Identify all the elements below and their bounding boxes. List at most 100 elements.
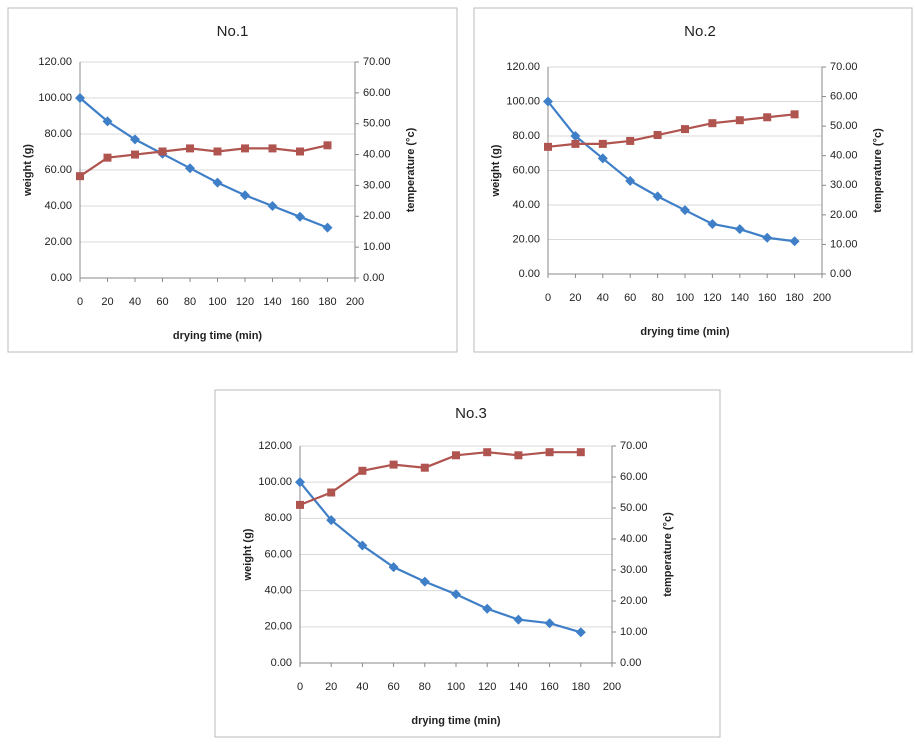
x-tick-label: 20 — [101, 296, 113, 308]
marker — [598, 139, 607, 148]
marker — [652, 191, 663, 202]
y2-axis-title: temperature (°c) — [872, 128, 884, 213]
marker — [452, 451, 460, 460]
y2-tick-label: 0.00 — [363, 272, 384, 284]
marker — [75, 93, 85, 103]
marker — [708, 119, 717, 128]
y2-tick-label: 60.00 — [363, 87, 391, 99]
x-tick-label: 160 — [540, 681, 558, 693]
marker — [103, 153, 112, 162]
marker — [545, 448, 554, 457]
y2-tick-label: 20.00 — [830, 209, 858, 221]
chart-frame — [214, 389, 721, 738]
y-tick-label: 120.00 — [258, 440, 292, 452]
y-tick-label: 60.00 — [44, 164, 72, 176]
y-tick-label: 0.00 — [519, 268, 540, 280]
x-tick-label: 100 — [208, 296, 226, 308]
marker — [543, 96, 553, 107]
marker — [268, 144, 277, 153]
marker — [296, 500, 304, 509]
series-line — [299, 451, 581, 506]
x-tick-label: 40 — [356, 681, 368, 693]
chart-frame — [473, 7, 913, 353]
marker — [735, 116, 744, 125]
marker — [734, 224, 745, 235]
y-tick-label: 40.00 — [264, 585, 292, 597]
y2-tick-label: 70.00 — [620, 440, 648, 452]
series-line — [547, 113, 795, 148]
y-axis-title: weight (g) — [490, 144, 502, 197]
y2-tick-label: 40.00 — [830, 150, 858, 162]
marker — [186, 144, 194, 153]
x-tick-label: 100 — [676, 292, 694, 304]
marker — [326, 515, 337, 526]
marker — [597, 153, 608, 164]
x-tick-label: 180 — [572, 681, 590, 693]
marker — [514, 451, 523, 460]
y2-tick-label: 20.00 — [620, 595, 648, 607]
x-tick-label: 40 — [129, 296, 141, 308]
marker — [130, 134, 140, 145]
y-tick-label: 20.00 — [264, 621, 292, 633]
x-tick-label: 120 — [703, 292, 721, 304]
x-tick-label: 0 — [297, 681, 303, 693]
marker — [267, 201, 278, 211]
marker — [451, 589, 461, 600]
y-tick-label: 0.00 — [271, 657, 292, 669]
y2-tick-label: 0.00 — [830, 268, 851, 280]
y-tick-label: 60.00 — [264, 548, 292, 560]
x-tick-label: 160 — [291, 296, 309, 308]
marker — [185, 163, 195, 174]
y2-tick-label: 30.00 — [830, 179, 858, 191]
y-tick-label: 80.00 — [44, 128, 72, 140]
marker — [571, 139, 580, 148]
series-line — [299, 481, 582, 634]
x-tick-label: 180 — [318, 296, 336, 308]
marker — [544, 142, 552, 151]
marker — [358, 466, 367, 475]
y-tick-label: 80.00 — [264, 512, 292, 524]
marker — [158, 147, 167, 156]
y2-tick-label: 70.00 — [830, 61, 858, 73]
y2-tick-label: 50.00 — [620, 502, 648, 514]
marker — [389, 460, 398, 469]
marker — [295, 211, 305, 222]
y2-tick-label: 10.00 — [830, 238, 858, 250]
chart: No.3 0.00 20.00 40.00 60.00 80.00 100.00 120.00… — [214, 389, 721, 738]
y-tick-label: 40.00 — [512, 199, 540, 211]
marker — [296, 147, 304, 156]
marker — [681, 125, 689, 134]
marker — [544, 618, 555, 629]
marker — [707, 218, 718, 229]
marker — [388, 562, 399, 573]
y2-axis-title: temperature (°c) — [662, 512, 674, 597]
marker — [576, 448, 585, 457]
y2-tick-label: 50.00 — [363, 118, 391, 130]
x-tick-label: 200 — [346, 296, 364, 308]
marker — [482, 603, 493, 614]
marker — [76, 172, 84, 181]
x-tick-label: 80 — [184, 296, 196, 308]
y-tick-label: 120.00 — [38, 56, 72, 68]
marker — [483, 448, 492, 457]
chart-title: No.1 — [217, 23, 249, 40]
series-line — [547, 100, 795, 243]
y-axis-title: weight (g) — [242, 528, 254, 581]
y-tick-label: 0.00 — [51, 272, 72, 284]
y2-tick-label: 30.00 — [363, 179, 391, 191]
chart-title: No.2 — [684, 23, 716, 40]
y2-tick-label: 40.00 — [620, 533, 648, 545]
marker — [762, 232, 773, 243]
marker — [240, 190, 250, 201]
marker — [763, 113, 772, 122]
x-tick-label: 120 — [478, 681, 496, 693]
y2-tick-label: 0.00 — [620, 657, 641, 669]
y2-tick-label: 50.00 — [830, 120, 858, 132]
y-tick-label: 20.00 — [44, 236, 72, 248]
y2-axis-title: temperature (°c) — [405, 127, 417, 212]
x-tick-label: 200 — [603, 681, 621, 693]
x-tick-label: 0 — [77, 296, 83, 308]
y2-tick-label: 40.00 — [363, 148, 391, 160]
